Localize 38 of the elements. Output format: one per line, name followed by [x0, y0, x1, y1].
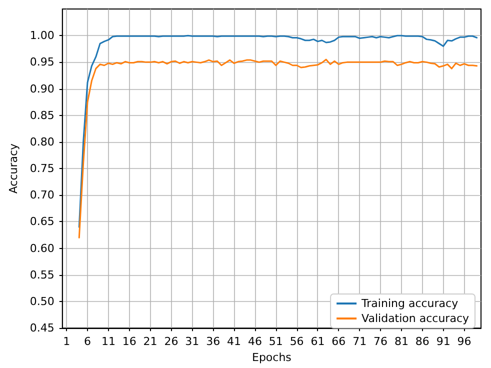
y-axis-title: Accuracy	[7, 142, 20, 194]
y-tick-label: 0.85	[30, 108, 54, 122]
x-tick-label: 46	[248, 335, 262, 348]
x-tick-label: 36	[206, 335, 220, 348]
x-tick-label: 96	[457, 335, 472, 348]
legend-label: Validation accuracy	[362, 312, 470, 325]
x-tick-label: 41	[227, 335, 242, 348]
x-tick-label: 51	[268, 335, 283, 348]
legend-label: Training accuracy	[360, 297, 459, 310]
x-tick-label: 56	[290, 335, 304, 348]
y-tick-label: 0.75	[30, 162, 54, 176]
y-tick-label: 0.65	[30, 215, 54, 228]
y-tick-label: 0.90	[30, 82, 54, 96]
x-tick-label: 26	[164, 335, 178, 348]
x-tick-label: 1	[63, 335, 70, 348]
y-tick-label: 0.50	[30, 295, 54, 308]
y-tick-label: 0.45	[30, 322, 54, 335]
x-tick-label: 76	[374, 335, 388, 348]
y-tick-label: 1.00	[30, 29, 54, 42]
y-tick-label: 0.55	[30, 268, 54, 282]
line-series	[78, 34, 478, 228]
x-tick-label: 6	[84, 335, 92, 348]
line-series	[78, 58, 478, 238]
x-tick-label: 66	[332, 335, 346, 348]
x-tick-label: 16	[122, 335, 136, 348]
x-tick-label: 86	[415, 335, 430, 348]
x-tick-label: 21	[143, 335, 158, 348]
x-tick-label: 11	[101, 335, 116, 348]
y-tick-label: 0.95	[30, 56, 54, 69]
y-tick-label: 0.80	[30, 135, 54, 148]
y-tick-label: 0.60	[30, 242, 54, 255]
x-tick-label: 61	[310, 335, 325, 348]
x-tick-label: 31	[185, 335, 200, 348]
y-tick-label: 0.70	[30, 188, 54, 202]
x-axis-title: Epochs	[252, 351, 292, 364]
x-tick-label: 91	[436, 335, 450, 348]
x-tick-label: 71	[352, 335, 367, 348]
x-tick-label: 81	[394, 335, 408, 348]
